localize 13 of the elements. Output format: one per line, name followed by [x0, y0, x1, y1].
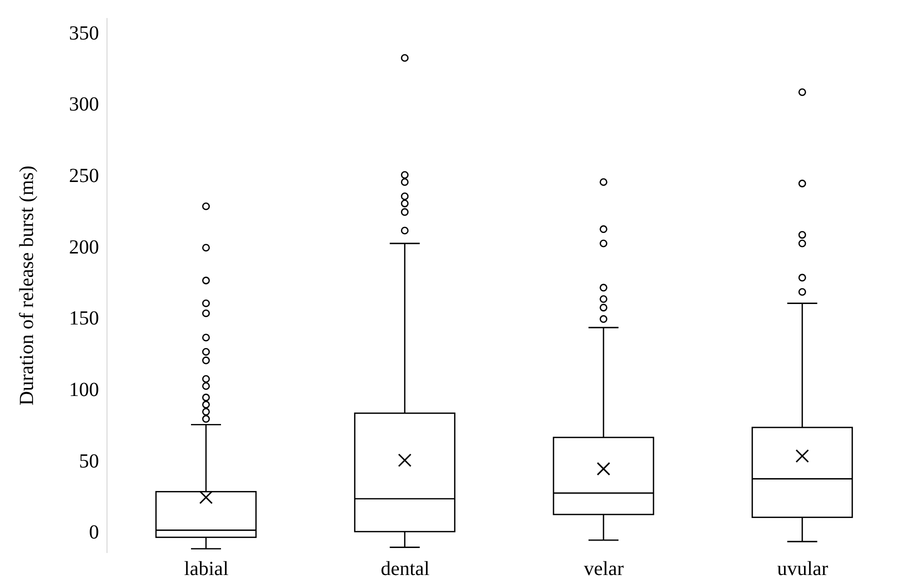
x-tick-label: velar	[584, 558, 624, 577]
y-tick-label: 350	[69, 22, 99, 44]
y-tick-label: 300	[69, 94, 99, 116]
y-tick-label: 50	[79, 450, 99, 472]
y-tick-label: 200	[69, 236, 99, 258]
x-tick-label: dental	[380, 558, 430, 577]
y-tick-label: 150	[69, 308, 99, 330]
y-tick-label: 250	[69, 165, 99, 188]
y-tick-label: 100	[69, 379, 99, 402]
x-tick-label: uvular	[777, 558, 829, 577]
y-tick-label: 0	[89, 522, 99, 544]
x-tick-label: labial	[184, 558, 230, 577]
y-axis-title: Duration of release burst (ms)	[16, 166, 38, 406]
